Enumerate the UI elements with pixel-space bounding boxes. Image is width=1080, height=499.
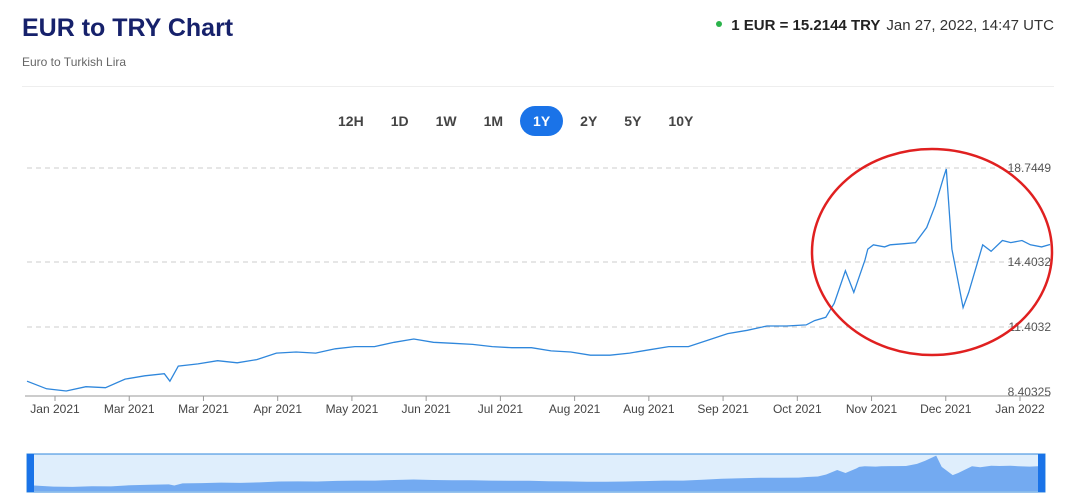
- x-tick-label: Dec 2021: [920, 402, 972, 416]
- range-button-1m[interactable]: 1M: [483, 113, 504, 129]
- x-tick-label: May 2021: [326, 402, 379, 416]
- x-tick-label: Nov 2021: [846, 402, 898, 416]
- rate-value: 1 EUR = 15.2144 TRY: [731, 17, 881, 34]
- x-tick-label: Mar 2021: [178, 402, 229, 416]
- x-tick-label: Sep 2021: [697, 402, 749, 416]
- navigator-handle-left[interactable]: [27, 454, 34, 492]
- x-tick-label: Oct 2021: [773, 402, 822, 416]
- range-button-1w[interactable]: 1W: [435, 113, 457, 129]
- page-subtitle: Euro to Turkish Lira: [22, 55, 127, 69]
- y-tick-label: 8.40325: [1008, 385, 1052, 399]
- series-line: [26, 168, 1051, 392]
- range-selector: 12H 1D 1W 1M 1Y 2Y 5Y 10Y: [328, 106, 710, 136]
- x-tick-label: Jul 2021: [478, 402, 524, 416]
- range-button-1y[interactable]: 1Y: [520, 106, 564, 136]
- x-tick-label: Jan 2021: [30, 402, 80, 416]
- x-tick-label: Mar 2021: [104, 402, 155, 416]
- y-tick-label: 18.7449: [1008, 161, 1052, 175]
- x-tick-label: Apr 2021: [253, 402, 302, 416]
- x-tick-label: Aug 2021: [549, 402, 601, 416]
- header-divider: [22, 86, 1054, 87]
- range-button-1d[interactable]: 1D: [390, 113, 409, 129]
- x-tick-label: Jan 2022: [995, 402, 1045, 416]
- navigator-handle-right[interactable]: [1038, 454, 1045, 492]
- y-tick-label: 14.4032: [1008, 255, 1052, 269]
- range-button-10y[interactable]: 10Y: [668, 113, 694, 129]
- chart-grid: [27, 167, 1050, 328]
- range-navigator[interactable]: [26, 453, 1046, 493]
- live-status-dot: [716, 21, 723, 28]
- rate-timestamp: Jan 27, 2022, 14:47 UTC: [886, 17, 1054, 34]
- x-tick-label: Aug 2021: [623, 402, 675, 416]
- x-axis-ticks: Jan 2021 Mar 2021 Mar 2021 Apr 2021 May 2021…: [30, 396, 1045, 416]
- current-rate: 1 EUR = 15.2144 TRY Jan 27, 2022, 14:47 U…: [716, 17, 1054, 34]
- highlight-circle-annotation: [810, 147, 1054, 357]
- range-button-2y[interactable]: 2Y: [580, 113, 598, 129]
- x-tick-label: Jun 2021: [401, 402, 451, 416]
- navigator-area: [34, 455, 1038, 491]
- range-button-12h[interactable]: 12H: [338, 113, 364, 129]
- range-button-5y[interactable]: 5Y: [624, 113, 642, 129]
- page-title: EUR to TRY Chart: [22, 14, 234, 42]
